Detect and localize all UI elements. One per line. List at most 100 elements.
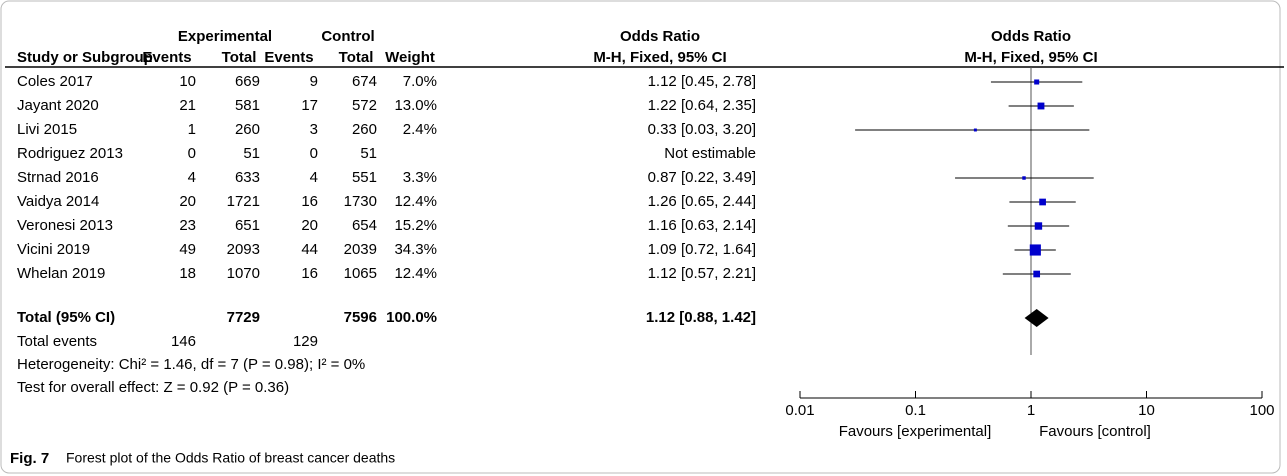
total-or: 1.12 [0.88, 1.42] xyxy=(646,309,756,326)
weight: 15.2% xyxy=(394,217,437,234)
ctrl-events: 16 xyxy=(301,265,318,282)
total-weight: 100.0% xyxy=(386,309,437,326)
exp-events: 0 xyxy=(188,145,196,162)
ctrl-total: 2039 xyxy=(344,241,377,258)
ctrl-total: 51 xyxy=(360,145,377,162)
odds-ratio: 0.33 [0.03, 3.20] xyxy=(648,121,756,138)
heterogeneity: Heterogeneity: Chi² = 1.46, df = 7 (P = … xyxy=(17,356,365,373)
header-odds-ratio: Odds Ratio xyxy=(991,28,1071,45)
exp-total: 669 xyxy=(235,73,260,90)
header-events: Events xyxy=(264,49,313,66)
exp-total: 2093 xyxy=(227,241,260,258)
exp-total: 51 xyxy=(243,145,260,162)
ctrl-total: 1730 xyxy=(344,193,377,210)
weight: 7.0% xyxy=(403,73,437,90)
odds-ratio: 1.22 [0.64, 2.35] xyxy=(648,97,756,114)
exp-events: 1 xyxy=(188,121,196,138)
header-total: Total xyxy=(339,49,374,66)
ctrl-total: 572 xyxy=(352,97,377,114)
total-ctrl-total: 7596 xyxy=(344,309,377,326)
odds-ratio: 1.12 [0.45, 2.78] xyxy=(648,73,756,90)
weight: 12.4% xyxy=(394,193,437,210)
odds-ratio: 1.09 [0.72, 1.64] xyxy=(648,241,756,258)
x-label-left: Favours [experimental] xyxy=(839,423,992,440)
exp-total: 1070 xyxy=(227,265,260,282)
odds-ratio: Not estimable xyxy=(664,145,756,162)
ctrl-events: 4 xyxy=(310,169,318,186)
or-marker xyxy=(973,128,977,132)
ctrl-events: 20 xyxy=(301,217,318,234)
odds-ratio: 1.26 [0.65, 2.44] xyxy=(648,193,756,210)
weight: 34.3% xyxy=(394,241,437,258)
x-tick-label: 10 xyxy=(1138,402,1155,419)
ctrl-total: 551 xyxy=(352,169,377,186)
study-name: Strnad 2016 xyxy=(17,169,99,186)
exp-events: 20 xyxy=(179,193,196,210)
x-tick-label: 100 xyxy=(1249,402,1274,419)
or-marker xyxy=(1034,79,1040,85)
study-name: Rodriguez 2013 xyxy=(17,145,123,162)
ctrl-events: 44 xyxy=(301,241,318,258)
weight: 13.0% xyxy=(394,97,437,114)
odds-ratio: 1.16 [0.63, 2.14] xyxy=(648,217,756,234)
header-odds-ratio: Odds Ratio xyxy=(620,28,700,45)
x-tick-label: 0.01 xyxy=(785,402,814,419)
ctrl-events: 16 xyxy=(301,193,318,210)
ctrl-events: 17 xyxy=(301,97,318,114)
exp-total: 633 xyxy=(235,169,260,186)
caption-label: Fig. 7 xyxy=(10,450,49,467)
header-experimental: Experimental xyxy=(178,28,272,45)
pooled-diamond xyxy=(1024,309,1049,327)
header-method: M-H, Fixed, 95% CI xyxy=(964,49,1097,66)
or-marker xyxy=(1029,244,1041,256)
total-exp-total: 7729 xyxy=(227,309,260,326)
total-exp-events: 146 xyxy=(171,333,196,350)
total-ctrl-events: 129 xyxy=(293,333,318,350)
header-weight: Weight xyxy=(385,49,435,66)
ctrl-events: 9 xyxy=(310,73,318,90)
header-method: M-H, Fixed, 95% CI xyxy=(593,49,726,66)
ctrl-events: 0 xyxy=(310,145,318,162)
study-name: Jayant 2020 xyxy=(17,97,99,114)
ctrl-total: 674 xyxy=(352,73,377,90)
x-tick-label: 0.1 xyxy=(905,402,926,419)
exp-events: 18 xyxy=(179,265,196,282)
header-events: Events xyxy=(142,49,191,66)
exp-events: 21 xyxy=(179,97,196,114)
exp-total: 651 xyxy=(235,217,260,234)
ctrl-total: 654 xyxy=(352,217,377,234)
odds-ratio: 0.87 [0.22, 3.49] xyxy=(648,169,756,186)
weight: 3.3% xyxy=(403,169,437,186)
or-marker xyxy=(1039,198,1046,206)
study-name: Veronesi 2013 xyxy=(17,217,113,234)
study-name: Livi 2015 xyxy=(17,121,77,138)
x-tick-label: 1 xyxy=(1027,402,1035,419)
exp-events: 4 xyxy=(188,169,196,186)
ctrl-events: 3 xyxy=(310,121,318,138)
header-control: Control xyxy=(321,28,374,45)
weight: 12.4% xyxy=(394,265,437,282)
or-marker xyxy=(1037,102,1045,110)
header-total: Total xyxy=(222,49,257,66)
exp-total: 581 xyxy=(235,97,260,114)
total-events-name: Total events xyxy=(17,333,97,350)
exp-total: 1721 xyxy=(227,193,260,210)
or-marker xyxy=(1022,176,1026,180)
or-marker xyxy=(1033,270,1041,278)
overall-effect: Test for overall effect: Z = 0.92 (P = 0… xyxy=(17,379,289,396)
ctrl-total: 260 xyxy=(352,121,377,138)
odds-ratio: 1.12 [0.57, 2.21] xyxy=(648,265,756,282)
study-name: Vicini 2019 xyxy=(17,241,90,258)
header-study: Study or Subgroup xyxy=(17,49,153,66)
exp-events: 49 xyxy=(179,241,196,258)
x-label-right: Favours [control] xyxy=(1039,423,1151,440)
weight: 2.4% xyxy=(403,121,437,138)
or-marker xyxy=(1034,222,1043,230)
exp-events: 23 xyxy=(179,217,196,234)
exp-total: 260 xyxy=(235,121,260,138)
caption: Forest plot of the Odds Ratio of breast … xyxy=(66,450,395,466)
study-name: Vaidya 2014 xyxy=(17,193,99,210)
ctrl-total: 1065 xyxy=(344,265,377,282)
